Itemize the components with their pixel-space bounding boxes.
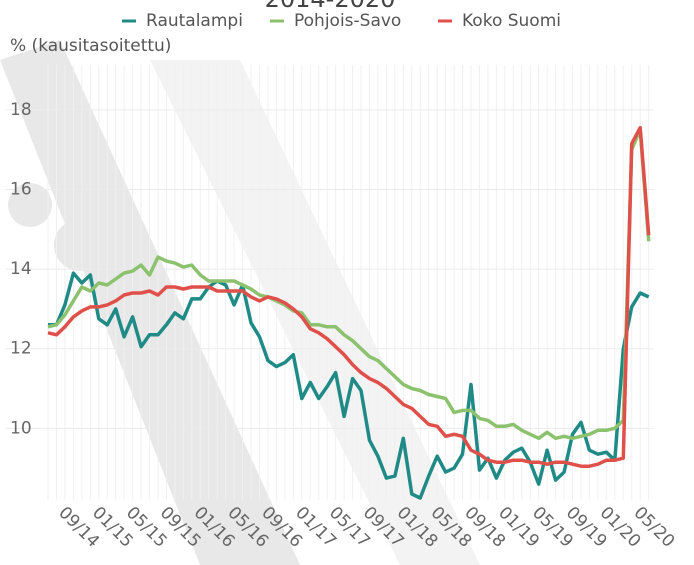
watermark-dot [8,183,52,227]
y-tick-label: 14 [10,259,32,279]
watermark-dot [54,219,106,271]
legend-label: Koko Suomi [462,11,561,31]
series-line [47,125,651,468]
series-line [48,271,650,500]
chart-title: 2014-2020 [265,0,396,13]
legend-label: Rautalampi [146,11,243,31]
y-tick-label: 10 [10,418,32,438]
legend-label: Pohjois-Savo [294,11,401,31]
y-tick-label: 16 [10,179,32,199]
series-line [47,127,651,441]
y-axis-label: % (kausitasoitettu) [10,36,171,56]
watermark-band [150,60,480,565]
y-tick-label: 12 [10,339,32,359]
y-tick-label: 18 [10,100,32,120]
